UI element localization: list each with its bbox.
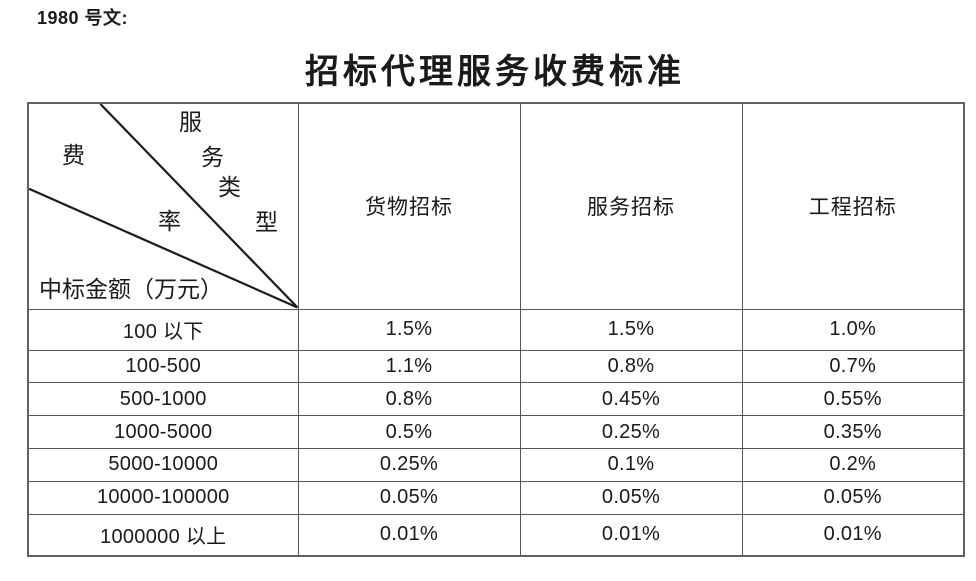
fee-standard-table: 费 率 服 务 类 型 中标金额（万元） 货物招标 服务招标 工程招标 100 … — [27, 102, 965, 557]
table-header-row: 费 率 服 务 类 型 中标金额（万元） 货物招标 服务招标 工程招标 — [27, 102, 965, 310]
table-row: 5000-10000 0.25% 0.1% 0.2% — [27, 448, 965, 482]
rate-cell-goods: 0.5% — [297, 415, 521, 450]
table-row: 1000000 以上 0.01% 0.01% 0.01% — [27, 513, 965, 557]
table-row: 100-500 1.1% 0.8% 0.7% — [27, 349, 965, 384]
corner-type-char-3: 类 — [218, 175, 241, 200]
row-range-cell: 1000-5000 — [27, 415, 299, 450]
rate-cell-goods: 1.1% — [297, 349, 521, 384]
row-range-cell: 10000-100000 — [27, 480, 299, 515]
rate-cell-services: 0.8% — [519, 349, 743, 384]
row-range-cell: 100-500 — [27, 349, 299, 384]
corner-type-char-4: 型 — [255, 210, 278, 235]
corner-type-char-2: 务 — [201, 145, 224, 170]
rate-cell-works: 0.55% — [741, 382, 965, 417]
rate-cell-services: 0.45% — [519, 382, 743, 417]
table-row: 100 以下 1.5% 1.5% 1.0% — [27, 308, 965, 351]
rate-cell-goods: 0.01% — [297, 513, 521, 557]
rate-cell-works: 0.2% — [741, 448, 965, 482]
rate-cell-goods: 1.5% — [297, 308, 521, 351]
table-row: 500-1000 0.8% 0.45% 0.55% — [27, 382, 965, 417]
rate-cell-works: 0.05% — [741, 480, 965, 515]
rate-cell-works: 0.35% — [741, 415, 965, 450]
doc-ref-label: 1980 号文: — [37, 8, 129, 28]
col-header-works: 工程招标 — [741, 102, 965, 310]
table-row: 10000-100000 0.05% 0.05% 0.05% — [27, 480, 965, 515]
rate-cell-services: 0.01% — [519, 513, 743, 557]
corner-fee-char-1: 费 — [62, 143, 85, 168]
rate-cell-works: 0.01% — [741, 513, 965, 557]
diagonal-line-fee — [29, 187, 297, 308]
corner-fee-char-2: 率 — [158, 209, 181, 234]
rate-cell-goods: 0.8% — [297, 382, 521, 417]
row-range-cell: 100 以下 — [27, 308, 299, 351]
rate-cell-works: 1.0% — [741, 308, 965, 351]
corner-type-char-1: 服 — [179, 110, 202, 135]
rate-cell-services: 0.1% — [519, 448, 743, 482]
corner-cell: 费 率 服 务 类 型 中标金额（万元） — [27, 102, 299, 310]
rate-cell-services: 0.05% — [519, 480, 743, 515]
page-title: 招标代理服务收费标准 — [305, 54, 685, 91]
row-range-cell: 500-1000 — [27, 382, 299, 417]
diagonal-split-lines — [29, 104, 297, 308]
row-range-cell: 5000-10000 — [27, 448, 299, 482]
rate-cell-services: 1.5% — [519, 308, 743, 351]
row-range-cell: 1000000 以上 — [27, 513, 299, 557]
rate-cell-services: 0.25% — [519, 415, 743, 450]
rate-cell-works: 0.7% — [741, 349, 965, 384]
corner-amount-label: 中标金额（万元） — [39, 277, 223, 302]
diagonal-line-type — [99, 104, 297, 308]
col-header-goods: 货物招标 — [297, 102, 521, 310]
rate-cell-goods: 0.25% — [297, 448, 521, 482]
col-header-services: 服务招标 — [519, 102, 743, 310]
rate-cell-goods: 0.05% — [297, 480, 521, 515]
table-row: 1000-5000 0.5% 0.25% 0.35% — [27, 415, 965, 450]
